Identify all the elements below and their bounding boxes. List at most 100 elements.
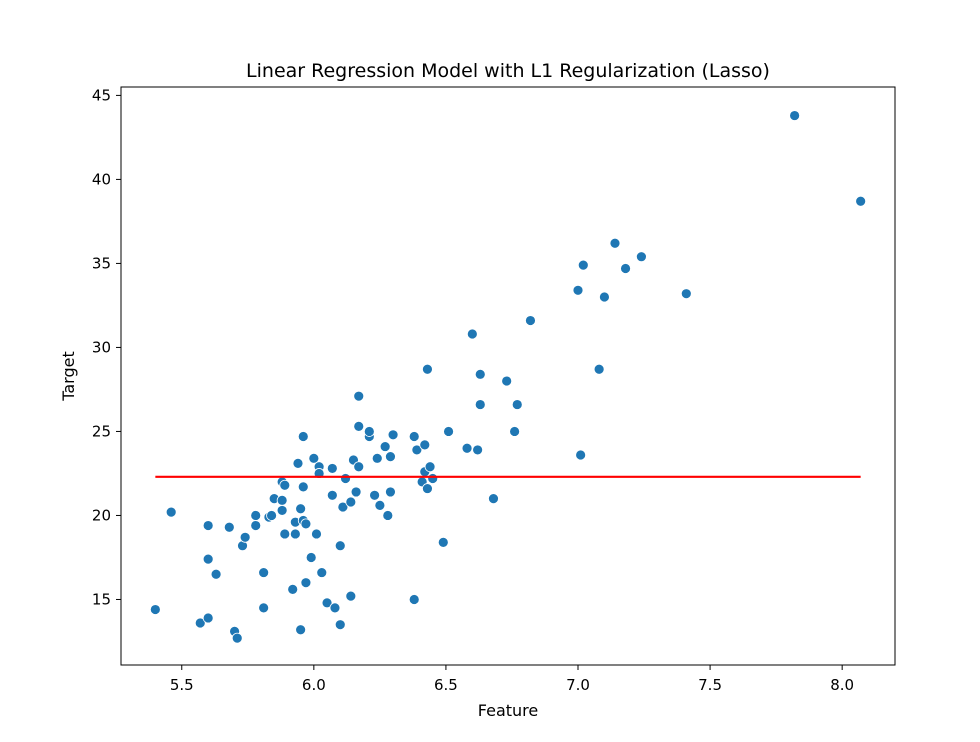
y-tick-label: 35 — [92, 254, 111, 272]
data-point — [789, 110, 801, 121]
data-point — [279, 479, 291, 491]
data-point — [202, 553, 214, 565]
y-axis-label: Target — [59, 351, 78, 402]
data-point — [609, 237, 621, 249]
data-point — [194, 617, 206, 629]
data-point — [371, 452, 383, 464]
data-point — [488, 493, 499, 505]
data-point — [165, 506, 177, 518]
data-point — [223, 521, 235, 533]
data-point — [437, 536, 449, 548]
data-point — [385, 451, 396, 463]
data-point — [250, 520, 262, 531]
data-point — [345, 590, 357, 602]
plot-layer — [149, 110, 867, 644]
data-point — [287, 583, 299, 595]
data-point — [258, 567, 270, 578]
x-tick-label: 6.0 — [302, 676, 326, 694]
y-tick-label: 45 — [92, 86, 111, 104]
data-point — [855, 195, 867, 207]
data-point — [461, 442, 473, 454]
data-point — [266, 510, 277, 521]
data-point — [374, 499, 386, 511]
data-point — [239, 531, 251, 543]
data-point — [326, 463, 338, 474]
data-point — [210, 568, 222, 580]
data-point — [501, 375, 513, 387]
data-point — [289, 528, 301, 540]
data-point — [387, 429, 399, 441]
data-point — [577, 259, 589, 271]
data-point — [300, 518, 312, 530]
data-point — [316, 567, 328, 578]
data-point — [337, 501, 349, 513]
data-point — [308, 452, 320, 464]
data-point — [321, 597, 333, 609]
data-point — [369, 489, 380, 501]
data-point — [575, 449, 587, 461]
data-point — [680, 288, 692, 300]
data-point — [353, 461, 365, 473]
x-tick-label: 8.0 — [830, 676, 854, 694]
data-point — [636, 251, 647, 263]
y-axis: 15 20 25 30 35 40 45 — [92, 86, 121, 608]
data-point — [334, 540, 346, 552]
y-tick-label: 30 — [92, 338, 111, 356]
data-point — [297, 481, 309, 493]
data-point — [334, 619, 346, 631]
data-point — [326, 489, 338, 501]
data-point — [424, 461, 436, 473]
data-point — [350, 486, 362, 498]
data-point — [472, 444, 484, 456]
x-tick-label: 7.5 — [698, 676, 722, 694]
y-tick-label: 20 — [92, 506, 111, 524]
data-point — [422, 363, 433, 375]
data-point — [511, 399, 523, 410]
chart-title: Linear Regression Model with L1 Regulari… — [246, 60, 770, 82]
data-point — [408, 431, 420, 442]
data-point — [593, 363, 605, 375]
data-point — [340, 473, 351, 484]
data-point — [297, 431, 309, 442]
x-tick-label: 6.5 — [434, 676, 458, 694]
data-point — [509, 426, 521, 437]
y-tick-label: 40 — [92, 170, 111, 188]
data-point — [525, 315, 536, 326]
data-point — [295, 503, 307, 515]
data-point — [231, 632, 243, 644]
data-point — [258, 602, 270, 614]
x-tick-label: 7.0 — [566, 676, 590, 694]
data-point — [276, 505, 288, 516]
x-tick-label: 5.5 — [170, 676, 194, 694]
x-axis: 5.5 6.0 6.5 7.0 7.5 8.0 — [170, 665, 854, 694]
y-tick-label: 15 — [92, 590, 111, 608]
data-point — [202, 520, 214, 531]
data-point — [382, 510, 394, 521]
data-point — [474, 368, 486, 380]
data-point — [292, 457, 304, 469]
y-tick-label: 25 — [92, 422, 111, 440]
data-point — [149, 604, 161, 615]
data-point — [474, 399, 486, 410]
data-point — [385, 486, 396, 498]
data-point — [279, 528, 291, 540]
data-point — [353, 390, 365, 402]
data-point — [422, 483, 433, 494]
data-point — [620, 263, 631, 274]
data-point — [379, 441, 391, 452]
data-point — [250, 510, 262, 521]
plot-area-frame — [120, 86, 896, 666]
data-point — [419, 439, 431, 451]
data-point — [311, 528, 322, 540]
data-point — [427, 473, 439, 484]
data-point — [572, 284, 584, 296]
data-point — [411, 444, 423, 456]
data-point — [599, 291, 610, 303]
data-point — [202, 612, 214, 624]
data-point — [329, 602, 341, 614]
data-point — [276, 494, 288, 506]
data-point — [466, 328, 478, 340]
data-point — [345, 496, 357, 508]
